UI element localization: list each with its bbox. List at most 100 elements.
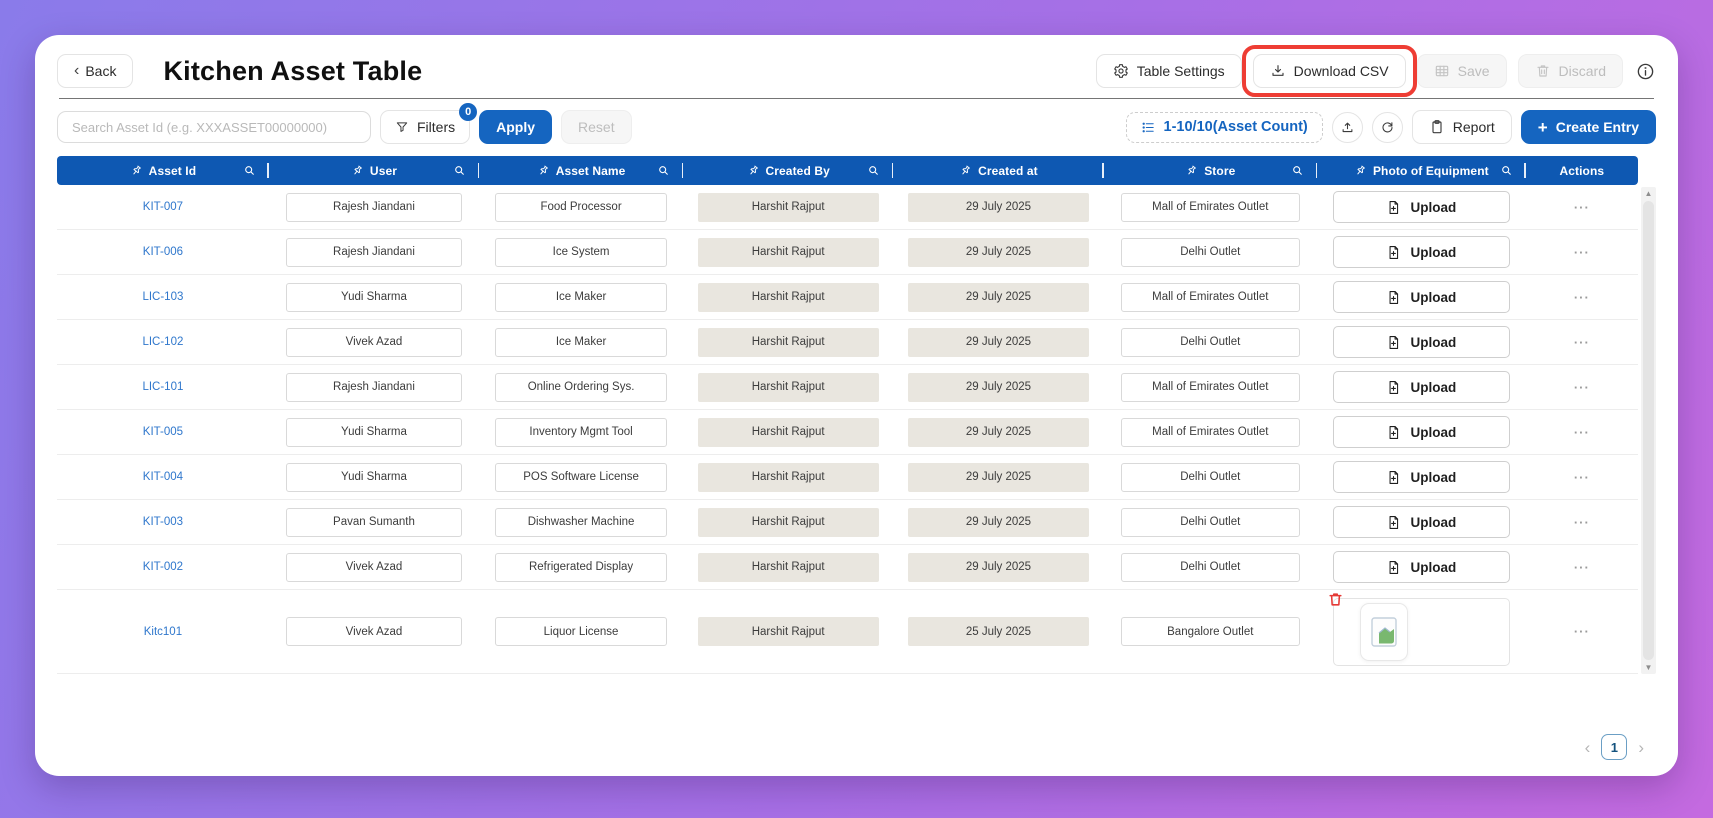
asset-name-input[interactable]: Refrigerated Display (495, 552, 667, 582)
user-input[interactable]: Rajesh Jiandani (285, 372, 463, 402)
row-actions-menu[interactable]: ··· (1573, 514, 1590, 530)
asset-name-input[interactable]: Online Ordering Sys. (495, 372, 667, 402)
asset-name-input[interactable]: Ice System (495, 237, 667, 267)
asset-id-link[interactable]: LIC-101 (142, 381, 184, 393)
upload-photo-button[interactable]: Upload (1332, 506, 1511, 538)
column-search-icon[interactable] (1291, 164, 1304, 177)
user-input[interactable]: Yudi Sharma (285, 417, 463, 447)
user-input[interactable]: Vivek Azad (285, 327, 463, 357)
asset-name-input[interactable]: Ice Maker (495, 327, 667, 357)
upload-photo-button[interactable]: Upload (1332, 326, 1511, 358)
pin-icon[interactable] (956, 161, 974, 179)
row-actions-menu[interactable]: ··· (1573, 334, 1590, 350)
store-input[interactable]: Delhi Outlet (1120, 462, 1300, 492)
upload-photo-button[interactable]: Upload (1332, 236, 1511, 268)
asset-id-link[interactable]: KIT-005 (142, 426, 184, 438)
column-search-icon[interactable] (657, 164, 670, 177)
store-input[interactable]: Mall of Emirates Outlet (1120, 372, 1300, 402)
row-actions-menu[interactable]: ··· (1573, 624, 1590, 639)
user-input[interactable]: Vivek Azad (285, 552, 463, 582)
discard-button[interactable]: Discard (1517, 54, 1623, 88)
created-by-cell: Harshit Rajput (683, 417, 893, 447)
table-row: LIC-101 Rajesh Jiandani Online Ordering … (57, 365, 1638, 410)
next-page-button[interactable]: › (1638, 737, 1644, 757)
pin-icon[interactable] (127, 161, 145, 179)
user-input[interactable]: Vivek Azad (285, 617, 463, 646)
asset-name-input[interactable]: Inventory Mgmt Tool (495, 417, 667, 447)
user-input[interactable]: Yudi Sharma (285, 282, 463, 312)
current-page-button[interactable]: 1 (1601, 734, 1628, 760)
pin-icon[interactable] (744, 161, 762, 179)
search-input[interactable] (57, 111, 371, 143)
filters-button[interactable]: Filters 0 (380, 103, 478, 144)
user-input[interactable]: Rajesh Jiandani (285, 237, 463, 267)
upload-photo-button[interactable]: Upload (1332, 371, 1511, 403)
scroll-up-arrow[interactable]: ▲ (1644, 189, 1653, 198)
upload-photo-button[interactable]: Upload (1332, 191, 1511, 223)
store-input[interactable]: Mall of Emirates Outlet (1120, 417, 1300, 447)
asset-id-link[interactable]: LIC-103 (142, 291, 184, 303)
upload-photo-button[interactable]: Upload (1332, 461, 1511, 493)
created-by-cell: Harshit Rajput (683, 327, 893, 357)
refresh-button[interactable] (1371, 111, 1403, 143)
row-actions-menu[interactable]: ··· (1573, 199, 1590, 215)
user-input[interactable]: Yudi Sharma (285, 462, 463, 492)
vertical-scrollbar[interactable]: ▲ ▼ (1641, 187, 1656, 674)
create-entry-button[interactable]: + Create Entry (1520, 110, 1656, 144)
asset-id-link[interactable]: KIT-003 (142, 516, 184, 528)
column-search-icon[interactable] (867, 164, 880, 177)
upload-photo-button[interactable]: Upload (1332, 416, 1511, 448)
reset-button[interactable]: Reset (561, 110, 632, 144)
store-input[interactable]: Mall of Emirates Outlet (1120, 282, 1300, 312)
download-csv-button[interactable]: Download CSV (1252, 54, 1406, 88)
table-row: KIT-006 Rajesh Jiandani Ice System Harsh… (57, 230, 1638, 275)
row-actions-menu[interactable]: ··· (1573, 289, 1590, 305)
upload-photo-button[interactable]: Upload (1332, 281, 1511, 313)
pin-icon[interactable] (1351, 161, 1369, 179)
asset-name-input[interactable]: Dishwasher Machine (495, 507, 667, 537)
asset-id-link[interactable]: Kitc101 (143, 625, 183, 638)
scrollbar-thumb[interactable] (1643, 201, 1654, 660)
user-input[interactable]: Pavan Sumanth (285, 507, 463, 537)
photo-thumbnail[interactable] (1359, 602, 1408, 661)
report-button[interactable]: Report (1411, 110, 1512, 144)
upload-photo-button[interactable]: Upload (1332, 551, 1511, 583)
asset-id-link[interactable]: KIT-002 (142, 561, 184, 573)
store-input[interactable]: Mall of Emirates Outlet (1120, 192, 1300, 222)
asset-id-link[interactable]: KIT-007 (142, 201, 184, 213)
info-icon[interactable] (1634, 60, 1656, 82)
asset-name-input[interactable]: Liquor License (495, 617, 667, 646)
back-button[interactable]: ‹ Back (57, 54, 134, 88)
file-plus-icon (1390, 515, 1399, 529)
table-settings-button[interactable]: Table Settings (1095, 54, 1242, 88)
asset-id-link[interactable]: KIT-004 (142, 471, 184, 483)
column-search-icon[interactable] (243, 164, 256, 177)
asset-id-link[interactable]: LIC-102 (142, 336, 184, 348)
pin-icon[interactable] (1183, 161, 1201, 179)
store-input[interactable]: Delhi Outlet (1120, 237, 1300, 267)
asset-name-input[interactable]: POS Software License (495, 462, 667, 492)
save-button[interactable]: Save (1416, 54, 1507, 88)
apply-button[interactable]: Apply (479, 110, 553, 144)
store-input[interactable]: Delhi Outlet (1120, 507, 1300, 537)
row-actions-menu[interactable]: ··· (1573, 379, 1590, 395)
pin-icon[interactable] (348, 161, 366, 179)
store-input[interactable]: Bangalore Outlet (1120, 617, 1300, 646)
export-button[interactable] (1331, 111, 1363, 143)
asset-id-link[interactable]: KIT-006 (142, 246, 184, 258)
asset-name-input[interactable]: Ice Maker (495, 282, 667, 312)
prev-page-button[interactable]: ‹ (1584, 737, 1591, 757)
row-actions-menu[interactable]: ··· (1573, 244, 1590, 260)
scroll-down-arrow[interactable]: ▼ (1644, 663, 1653, 672)
pin-icon[interactable] (534, 161, 552, 179)
store-input[interactable]: Delhi Outlet (1120, 552, 1300, 582)
delete-photo-icon[interactable] (1327, 590, 1344, 609)
row-actions-menu[interactable]: ··· (1573, 559, 1590, 575)
row-actions-menu[interactable]: ··· (1573, 469, 1590, 485)
row-actions-menu[interactable]: ··· (1573, 424, 1590, 440)
store-input[interactable]: Delhi Outlet (1120, 327, 1300, 357)
column-search-icon[interactable] (1500, 164, 1513, 177)
column-search-icon[interactable] (453, 164, 466, 177)
user-input[interactable]: Rajesh Jiandani (285, 192, 463, 222)
asset-name-input[interactable]: Food Processor (495, 192, 667, 222)
